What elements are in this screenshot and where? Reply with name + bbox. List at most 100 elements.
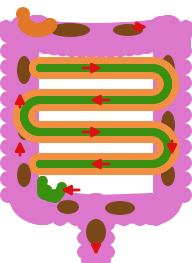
Circle shape (43, 22, 73, 52)
Polygon shape (21, 21, 32, 31)
Polygon shape (156, 95, 160, 103)
Polygon shape (20, 117, 28, 119)
Polygon shape (54, 190, 62, 199)
Circle shape (36, 96, 44, 104)
Circle shape (20, 113, 28, 121)
Circle shape (30, 37, 46, 53)
Polygon shape (154, 152, 165, 172)
Circle shape (20, 115, 28, 123)
Polygon shape (158, 93, 164, 101)
Polygon shape (155, 127, 170, 145)
Polygon shape (20, 97, 37, 113)
Circle shape (75, 23, 105, 53)
Polygon shape (151, 20, 158, 50)
Circle shape (151, 188, 181, 218)
Polygon shape (155, 65, 172, 81)
Polygon shape (20, 20, 32, 30)
Polygon shape (161, 17, 169, 46)
Circle shape (17, 95, 39, 117)
Polygon shape (47, 191, 52, 201)
Polygon shape (139, 21, 145, 51)
Polygon shape (40, 64, 152, 72)
Polygon shape (156, 159, 160, 167)
Polygon shape (152, 121, 157, 143)
Polygon shape (14, 117, 36, 125)
Polygon shape (38, 128, 40, 136)
Circle shape (20, 16, 50, 45)
Circle shape (29, 98, 37, 105)
Circle shape (151, 17, 181, 47)
Polygon shape (12, 31, 39, 45)
Polygon shape (15, 193, 39, 213)
Circle shape (153, 63, 175, 85)
Circle shape (77, 231, 91, 245)
Circle shape (153, 15, 183, 45)
Circle shape (148, 128, 156, 136)
Polygon shape (153, 194, 170, 220)
Circle shape (81, 193, 111, 223)
Circle shape (19, 193, 50, 223)
Polygon shape (154, 88, 168, 107)
Circle shape (141, 153, 163, 175)
Polygon shape (37, 23, 38, 37)
Circle shape (24, 122, 32, 130)
Circle shape (157, 134, 179, 156)
Polygon shape (161, 16, 164, 46)
Polygon shape (154, 60, 165, 80)
Circle shape (17, 115, 39, 137)
Polygon shape (157, 130, 162, 138)
Polygon shape (37, 186, 47, 190)
Circle shape (148, 96, 156, 104)
Circle shape (29, 195, 59, 225)
Circle shape (159, 156, 167, 164)
Polygon shape (30, 22, 35, 36)
Polygon shape (35, 121, 40, 143)
Polygon shape (159, 18, 173, 46)
Circle shape (156, 131, 178, 153)
Polygon shape (153, 128, 156, 136)
Circle shape (34, 21, 64, 51)
Polygon shape (12, 22, 37, 40)
Circle shape (22, 194, 52, 224)
Circle shape (0, 20, 14, 36)
Circle shape (150, 160, 158, 168)
Circle shape (25, 100, 33, 108)
Circle shape (20, 19, 34, 33)
Polygon shape (161, 17, 171, 46)
Circle shape (9, 16, 39, 45)
Circle shape (158, 21, 188, 51)
Circle shape (176, 75, 192, 91)
Circle shape (23, 20, 53, 50)
Circle shape (16, 33, 32, 49)
Polygon shape (30, 98, 35, 106)
Circle shape (141, 121, 163, 143)
Polygon shape (23, 18, 33, 47)
Polygon shape (157, 148, 179, 152)
Circle shape (15, 191, 46, 221)
Circle shape (13, 19, 44, 49)
Polygon shape (161, 135, 168, 141)
Circle shape (141, 121, 163, 143)
Circle shape (26, 195, 56, 225)
Circle shape (153, 16, 183, 46)
Circle shape (149, 123, 171, 145)
Polygon shape (52, 191, 57, 201)
Circle shape (137, 193, 167, 223)
Circle shape (148, 128, 156, 136)
Circle shape (21, 116, 29, 124)
Polygon shape (29, 16, 39, 45)
Circle shape (18, 16, 32, 31)
Circle shape (14, 99, 36, 121)
Circle shape (26, 89, 48, 111)
Circle shape (9, 181, 39, 211)
Polygon shape (161, 21, 179, 46)
Circle shape (19, 92, 41, 114)
Circle shape (141, 89, 163, 111)
Circle shape (37, 180, 47, 190)
Circle shape (21, 194, 51, 224)
Polygon shape (44, 20, 55, 30)
Ellipse shape (17, 110, 31, 140)
Circle shape (22, 119, 30, 128)
Circle shape (146, 88, 168, 110)
Polygon shape (116, 23, 121, 53)
